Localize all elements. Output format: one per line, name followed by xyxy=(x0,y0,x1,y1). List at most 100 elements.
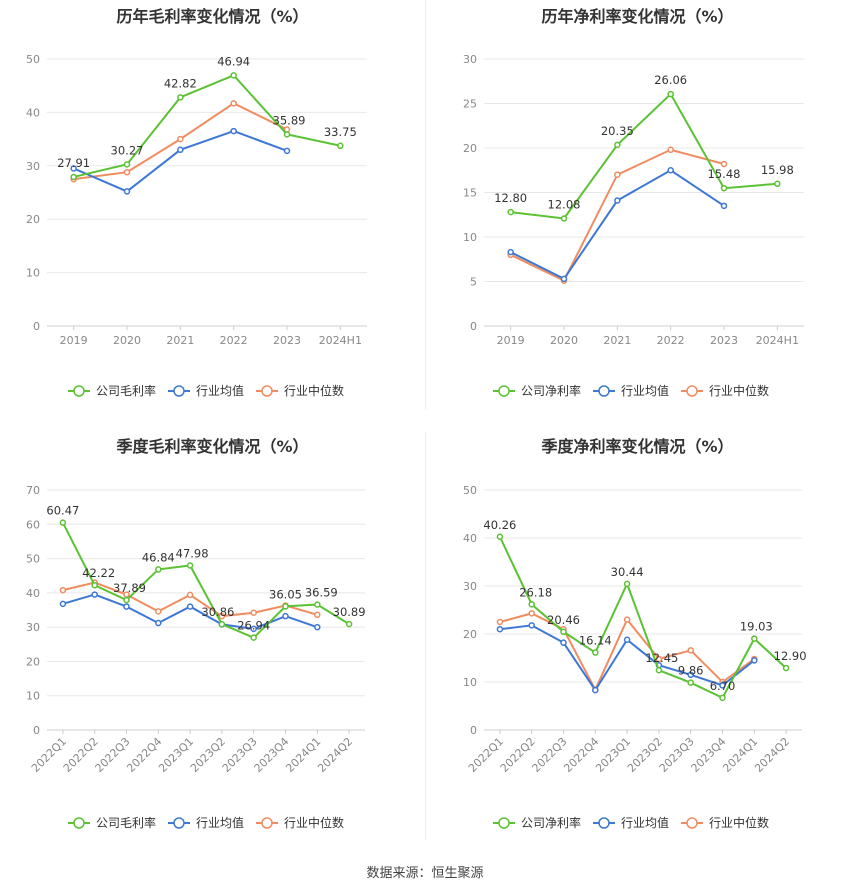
data-label: 27.91 xyxy=(57,156,90,170)
legend-marker xyxy=(261,385,273,397)
x-tick-label: 2024H1 xyxy=(756,334,799,347)
data-label: 42.22 xyxy=(82,566,115,580)
chart-svg: 010203040502022Q12022Q22022Q32022Q42023Q… xyxy=(463,484,807,830)
legend-label: 行业均值 xyxy=(196,815,244,830)
legend-item: 行业中位数 xyxy=(256,815,344,830)
data-point-industry_avg xyxy=(560,639,567,646)
data-label: 47.98 xyxy=(176,546,209,560)
legend-marker xyxy=(173,817,185,829)
data-point-industry_avg xyxy=(496,625,504,633)
data-point-company xyxy=(687,679,694,686)
y-tick-label: 30 xyxy=(463,580,477,593)
chart-title: 历年毛利率变化情况（%） xyxy=(116,7,309,26)
x-tick-label: 2020 xyxy=(113,334,141,347)
legend-marker xyxy=(598,817,610,829)
data-point-industry_median xyxy=(720,160,728,168)
chart-svg: 0102030405060702022Q12022Q22022Q32022Q42… xyxy=(26,484,366,830)
data-point-company xyxy=(345,620,353,628)
data-label: 26.94 xyxy=(237,619,270,633)
y-tick-label: 15 xyxy=(463,187,477,200)
y-tick-label: 0 xyxy=(33,724,40,737)
legend-label: 行业中位数 xyxy=(709,383,769,398)
data-point-industry_avg xyxy=(528,622,535,629)
data-label: 19.03 xyxy=(740,620,773,634)
data-label: 26.18 xyxy=(519,585,552,599)
chart-title: 季度毛利率变化情况（%） xyxy=(116,437,309,456)
data-point-company xyxy=(123,596,130,604)
chart-svg: 0 10 20 30 40 50 2019 2020 2021 2022 2023 2024H1 27.… xyxy=(26,53,367,398)
data-point-company xyxy=(283,131,291,138)
data-label: 46.94 xyxy=(217,54,250,68)
legend-item: 行业中位数 xyxy=(681,815,769,830)
data-point-industry_median xyxy=(614,171,621,178)
data-point-industry_median xyxy=(623,616,631,623)
y-tick-label: 40 xyxy=(26,587,40,600)
y-tick-label: 25 xyxy=(463,98,477,111)
x-tick-label: 2020 xyxy=(550,334,578,347)
chart-annual-gross-margin: 历年毛利率变化情况（%） 0 10 20 30 40 50 2019 2020 2021 2022… xyxy=(0,0,425,430)
data-point-company xyxy=(560,628,567,636)
legend-item: 公司净利率 xyxy=(493,383,581,398)
data-point-company xyxy=(70,173,77,181)
data-point-company xyxy=(250,634,257,641)
x-tick-label: 2021 xyxy=(603,334,631,347)
data-label: 9.86 xyxy=(678,664,704,678)
data-point-industry_median xyxy=(123,168,131,176)
y-tick-label: 20 xyxy=(26,213,40,226)
panel-divider xyxy=(425,432,426,840)
data-point-industry_median xyxy=(250,609,257,616)
x-tick-label: 2023 xyxy=(273,334,301,347)
data-point-industry_avg xyxy=(186,603,194,610)
data-label: 20.46 xyxy=(547,613,580,627)
data-point-industry_median xyxy=(528,610,535,617)
data-point-company xyxy=(186,562,194,569)
data-point-industry_avg xyxy=(623,636,631,644)
data-point-industry_avg xyxy=(59,600,67,608)
y-tick-label: 50 xyxy=(463,484,477,497)
chart-quarterly-gross-margin: 季度毛利率变化情况（%） 0 10 20 30 40 50 60 70 2022Q1 2022Q2… xyxy=(0,430,425,860)
data-label: 12.90 xyxy=(774,649,807,663)
legend-label: 行业均值 xyxy=(196,383,244,398)
legend-marker xyxy=(498,385,510,397)
data-point-company xyxy=(614,141,621,149)
legend-label: 公司毛利率 xyxy=(96,815,156,830)
data-label: 12.80 xyxy=(494,191,527,205)
data-label: 16.14 xyxy=(579,634,612,648)
data-label: 30.44 xyxy=(611,565,644,579)
data-label: 30.27 xyxy=(111,143,144,157)
data-label: 30.86 xyxy=(201,605,234,619)
data-point-company xyxy=(218,620,226,628)
y-tick-label: 20 xyxy=(463,142,477,155)
data-point-industry_avg xyxy=(720,202,728,210)
chart-title: 季度净利率变化情况（%） xyxy=(541,437,734,456)
y-tick-label: 10 xyxy=(463,676,477,689)
x-tick-label: 2024Q2 xyxy=(752,735,792,775)
data-point-industry_avg xyxy=(230,127,237,135)
data-point-industry_avg xyxy=(314,623,321,631)
legend-label: 行业均值 xyxy=(621,815,669,830)
data-point-industry_avg xyxy=(155,619,162,627)
series-line-company xyxy=(62,522,350,639)
data-point-industry_median xyxy=(186,591,194,599)
x-tick-label: 2022 xyxy=(657,334,685,347)
data-point-industry_avg xyxy=(751,657,758,664)
panel-divider xyxy=(425,0,426,410)
legend-item: 行业中位数 xyxy=(681,383,769,398)
data-label: 42.82 xyxy=(164,76,197,90)
y-tick-label: 40 xyxy=(463,532,477,545)
data-label: 60.47 xyxy=(46,504,79,518)
data-point-company xyxy=(720,184,728,192)
y-tick-label: 10 xyxy=(463,231,477,244)
legend-label: 公司净利率 xyxy=(521,383,581,398)
legend-label: 公司毛利率 xyxy=(96,383,156,398)
data-point-company xyxy=(782,664,790,672)
legend-marker xyxy=(498,817,510,829)
x-tick-label: 2021 xyxy=(166,334,194,347)
data-label: 40.26 xyxy=(483,518,516,532)
x-tick-label: 2023 xyxy=(710,334,738,347)
data-point-industry_avg xyxy=(177,146,184,154)
legend-marker xyxy=(261,817,273,829)
data-point-industry_avg xyxy=(667,167,674,174)
y-tick-label: 20 xyxy=(463,628,477,641)
legend-label: 行业中位数 xyxy=(284,815,344,830)
